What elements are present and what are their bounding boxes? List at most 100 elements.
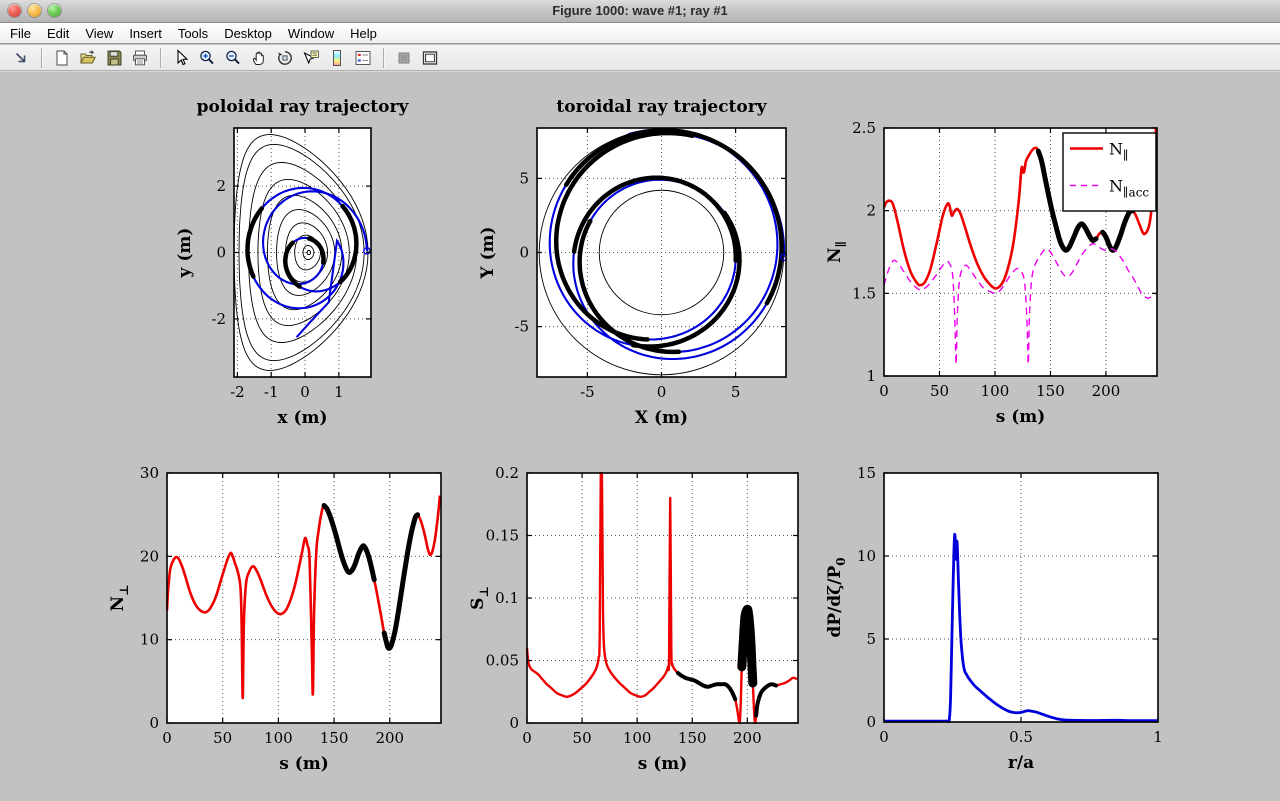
y-tick-label: 0.1 <box>495 589 519 607</box>
x-axis-label: x (m) <box>277 408 327 428</box>
x-tick-label: 0 <box>522 729 532 747</box>
y-axis-label: N⊥ <box>108 584 131 611</box>
save-icon[interactable] <box>102 47 126 69</box>
data-cursor-icon[interactable] <box>299 47 323 69</box>
chart-dpdzeta: 00.51051015r/adP/dζ/P0 <box>825 464 1163 773</box>
x-axis-label: s (m) <box>996 407 1046 427</box>
toolbar-separator <box>383 48 384 68</box>
y-tick-label: 30 <box>140 464 159 482</box>
menu-help[interactable]: Help <box>350 23 377 44</box>
menu-bar: File Edit View Insert Tools Desktop Wind… <box>0 23 1280 44</box>
x-tick-label: 50 <box>213 729 232 747</box>
chart-nperp: 0 50 100 150 200 0 10 20 30 s (m) N⊥ <box>108 464 441 774</box>
y-axis-label: y (m) <box>175 228 195 279</box>
y-tick-label: 2.5 <box>852 119 876 137</box>
edit-plot-icon[interactable] <box>169 47 193 69</box>
x-tick-label: 0.5 <box>1009 728 1033 746</box>
y-tick-label: 0 <box>509 714 519 732</box>
chart-sperp: 0 50 100 150 200 0 0.05 0.1 0.15 0.2 s (m) S⊥ <box>468 454 798 774</box>
y-tick-label: 10 <box>857 547 876 565</box>
y-tick-label: 5 <box>519 169 529 187</box>
x-tick-label: -2 <box>230 383 245 401</box>
figure-toolbar <box>0 45 1280 71</box>
x-tick-label: -5 <box>580 383 595 401</box>
open-folder-icon[interactable] <box>76 47 100 69</box>
toolbar-separator <box>41 48 42 68</box>
y-tick-label: 0 <box>519 244 529 262</box>
pan-icon[interactable] <box>247 47 271 69</box>
x-tick-label: 50 <box>930 382 949 400</box>
x-axis-label: X (m) <box>635 408 688 428</box>
y-tick-label: 2 <box>216 177 226 195</box>
x-tick-label: 50 <box>573 729 592 747</box>
y-tick-label: 0 <box>216 244 226 262</box>
legend-icon[interactable] <box>351 47 375 69</box>
y-axis-label: Y (m) <box>478 226 498 279</box>
colorbar-icon[interactable] <box>325 47 349 69</box>
title-bar: Figure 1000: wave #1; ray #1 <box>0 0 1280 23</box>
y-tick-label: 0.15 <box>486 527 519 545</box>
x-tick-label: 100 <box>981 382 1010 400</box>
new-document-icon[interactable] <box>50 47 74 69</box>
x-tick-label: 150 <box>1036 382 1065 400</box>
y-axis-label: dP/dζ/P0 <box>825 557 848 637</box>
x-tick-label: 0 <box>879 382 889 400</box>
y-tick-label: 0.05 <box>486 652 519 670</box>
x-tick-label: 100 <box>623 729 652 747</box>
figure-window: Figure 1000: wave #1; ray #1 File Edit V… <box>0 0 1280 801</box>
dock-figure-icon[interactable] <box>418 47 442 69</box>
figure-canvas: -2-101-202poloidal ray trajectoryx (m)y … <box>0 72 1280 801</box>
y-tick-label: 0.2 <box>495 464 519 482</box>
menu-window[interactable]: Window <box>288 23 334 44</box>
rotate-3d-icon[interactable] <box>273 47 297 69</box>
menu-view[interactable]: View <box>85 23 113 44</box>
x-tick-label: 100 <box>264 729 293 747</box>
y-tick-label: 1 <box>866 367 876 385</box>
y-tick-label: 5 <box>866 630 876 648</box>
y-tick-label: 0 <box>149 714 159 732</box>
chart-poloidal: -2-101-202poloidal ray trajectoryx (m)y … <box>175 97 409 428</box>
zoom-in-icon[interactable] <box>195 47 219 69</box>
y-tick-label: -2 <box>211 310 226 328</box>
x-tick-label: 200 <box>1092 382 1121 400</box>
zoom-out-icon[interactable] <box>221 47 245 69</box>
window-title: Figure 1000: wave #1; ray #1 <box>0 0 1280 22</box>
x-axis-label: s (m) <box>279 754 329 774</box>
plots-svg: -2-101-202poloidal ray trajectoryx (m)y … <box>0 72 1280 801</box>
x-tick-label: 200 <box>733 729 762 747</box>
menu-desktop[interactable]: Desktop <box>224 23 272 44</box>
x-tick-label: -1 <box>264 383 279 401</box>
x-axis-label: r/a <box>1008 753 1034 773</box>
print-icon[interactable] <box>128 47 152 69</box>
hide-figure-icon[interactable] <box>392 47 416 69</box>
x-tick-label: 5 <box>731 383 741 401</box>
chart-title: poloidal ray trajectory <box>197 97 410 117</box>
y-tick-label: 0 <box>866 713 876 731</box>
menu-insert[interactable]: Insert <box>129 23 162 44</box>
x-tick-label: 0 <box>879 728 889 746</box>
x-tick-label: 150 <box>320 729 349 747</box>
legend[interactable]: N∥N∥acc <box>1063 133 1156 211</box>
y-tick-label: 20 <box>140 547 159 565</box>
menu-file[interactable]: File <box>10 23 31 44</box>
x-tick-label: 0 <box>300 383 310 401</box>
y-tick-label: 15 <box>857 464 876 482</box>
x-tick-label: 150 <box>678 729 707 747</box>
y-axis-label: S⊥ <box>468 586 491 610</box>
menu-tools[interactable]: Tools <box>178 23 208 44</box>
y-axis-label: N∥ <box>825 241 848 263</box>
menu-edit[interactable]: Edit <box>47 23 69 44</box>
x-tick-label: 0 <box>657 383 667 401</box>
x-tick-label: 1 <box>1153 728 1163 746</box>
chart-npar: 0 50 100 150 200 1 1.5 2 2.5 s (m) N∥ N∥N∥acc <box>825 119 1157 427</box>
x-axis-label: s (m) <box>638 754 688 774</box>
toolbar-separator <box>160 48 161 68</box>
dock-arrow-icon[interactable] <box>9 47 33 69</box>
chart-toroidal: -505-505toroidal ray trajectoryX (m)Y (m… <box>478 97 788 428</box>
y-tick-label: 2 <box>866 202 876 220</box>
y-tick-label: 1.5 <box>852 284 876 302</box>
y-tick-label: -5 <box>514 318 529 336</box>
x-tick-label: 200 <box>375 729 404 747</box>
y-tick-label: 10 <box>140 631 159 649</box>
x-tick-label: 0 <box>162 729 172 747</box>
